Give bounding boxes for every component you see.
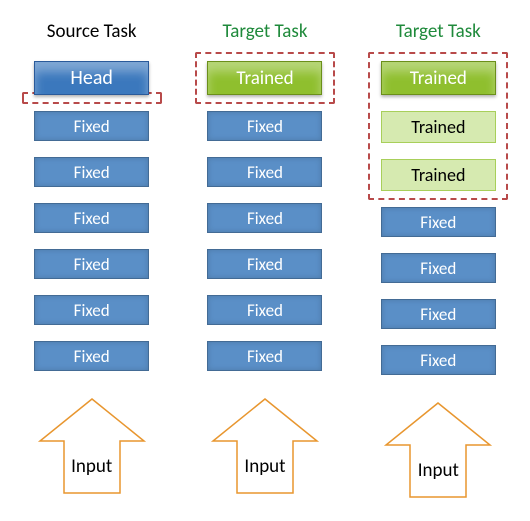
input-arrow-label: Input	[205, 455, 325, 478]
layer-block: Fixed	[207, 249, 322, 279]
layer-block: Trained	[381, 159, 496, 191]
layer-block: Fixed	[381, 345, 496, 375]
input-arrow-label: Input	[32, 455, 152, 478]
layer-block: Fixed	[381, 253, 496, 283]
layer-block: Trained	[381, 111, 496, 143]
layer-block: Fixed	[34, 111, 149, 141]
layer-block: Fixed	[34, 295, 149, 325]
column-2: Target Task Trained Trained Trained Fixed Fix…	[358, 20, 518, 501]
layer-block: Fixed	[207, 341, 322, 371]
layer-block: Trained	[381, 61, 496, 95]
layer-block: Fixed	[34, 157, 149, 187]
layer-block: Fixed	[34, 341, 149, 371]
layer-block: Fixed	[381, 207, 496, 237]
input-arrow: Input	[205, 397, 325, 497]
input-arrow: Input	[32, 397, 152, 497]
column-1: Target Task Trained Fixed Fixed Fixed Fixed Fi…	[185, 20, 345, 501]
column-title: Target Task	[222, 20, 307, 43]
layer-block: Trained	[207, 61, 322, 95]
layer-block: Fixed	[381, 299, 496, 329]
layer-block: Fixed	[207, 203, 322, 233]
column-title: Target Task	[396, 20, 481, 43]
layer-block: Fixed	[34, 203, 149, 233]
layer-block: Fixed	[34, 249, 149, 279]
layer-block: Fixed	[207, 295, 322, 325]
diagram-columns: Source Task Head Fixed Fixed Fixed Fixed Fixed…	[10, 20, 520, 501]
input-arrow-label: Input	[378, 459, 498, 482]
layer-block: Head	[34, 61, 149, 95]
input-arrow: Input	[378, 401, 498, 501]
layer-block: Fixed	[207, 111, 322, 141]
layer-block: Fixed	[207, 157, 322, 187]
column-title: Source Task	[47, 20, 137, 43]
column-0: Source Task Head Fixed Fixed Fixed Fixed Fixed…	[12, 20, 172, 501]
